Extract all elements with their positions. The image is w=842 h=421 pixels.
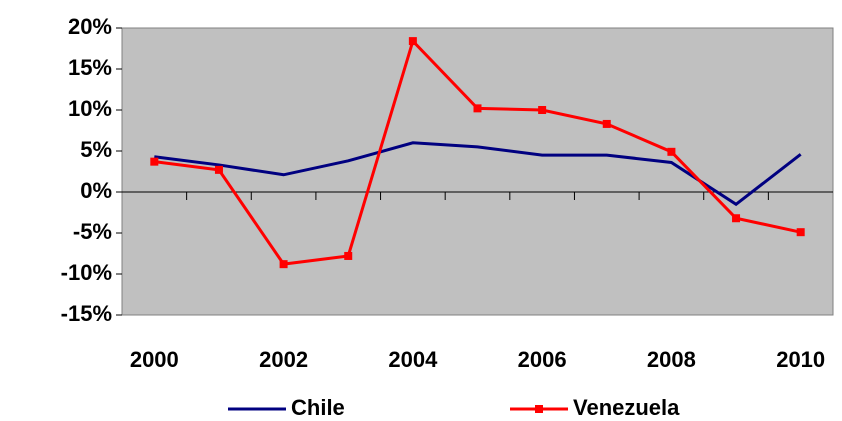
point xyxy=(538,106,547,114)
legend-marker xyxy=(535,405,543,413)
y-tick-label: 0% xyxy=(80,178,112,203)
legend-label: Chile xyxy=(291,395,345,420)
series-line xyxy=(154,141,802,207)
x-tick-label: 2006 xyxy=(518,347,567,372)
point xyxy=(408,37,417,46)
point xyxy=(732,214,741,223)
plot-area xyxy=(121,27,834,316)
y-tick-label: 5% xyxy=(80,137,112,162)
x-tick-label: 2010 xyxy=(776,347,825,372)
point xyxy=(796,228,805,237)
y-tick-label: 20% xyxy=(68,14,112,39)
x-tick-label: 2000 xyxy=(130,347,179,372)
point xyxy=(667,147,676,156)
legend-label: Venezuela xyxy=(573,395,680,420)
y-tick-label: -15% xyxy=(61,301,112,326)
y-tick-label: 10% xyxy=(68,96,112,121)
point xyxy=(150,157,159,166)
x-tick-label: 2002 xyxy=(259,347,308,372)
point xyxy=(473,104,482,113)
y-tick-label: -5% xyxy=(73,219,112,244)
point xyxy=(602,119,611,128)
x-tick-label: 2004 xyxy=(388,347,438,372)
point xyxy=(279,260,288,269)
point xyxy=(344,251,353,260)
y-tick-label: -10% xyxy=(61,260,112,285)
y-tick-label: 15% xyxy=(68,55,112,80)
x-tick-label: 2008 xyxy=(647,347,696,372)
point xyxy=(214,165,223,174)
